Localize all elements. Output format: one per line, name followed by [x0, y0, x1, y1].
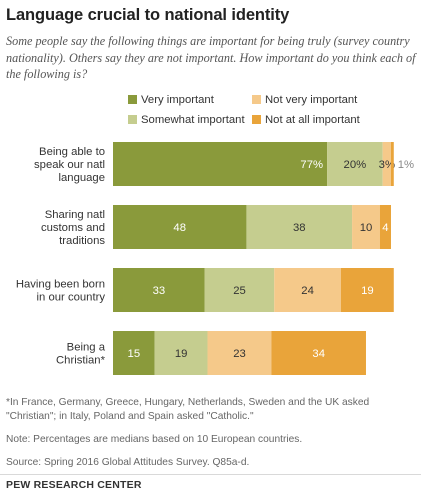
data-label-somewhat-important: 38: [293, 222, 306, 234]
bar-segment-very-important: [113, 331, 155, 375]
bar-segment-very-important: [113, 142, 328, 186]
data-label-very-important: 48: [173, 222, 186, 234]
legend-swatch-somewhat-important: [128, 115, 137, 124]
chart-subtitle: Some people say the following things are…: [6, 34, 416, 81]
brand-label: PEW RESEARCH CENTER: [6, 479, 142, 491]
data-label-very-important: 77%: [300, 159, 323, 171]
legend-label-not-at-all-important: Not at all important: [265, 114, 360, 126]
bar-segment-not-very-important: [382, 142, 391, 186]
legend-swatch-very-important: [128, 95, 137, 104]
bar-segment-not-at-all-important: [340, 268, 394, 312]
legend-item-not-very-important: Not very important: [252, 94, 357, 106]
legend-swatch-not-very-important: [252, 95, 261, 104]
footnote: *In France, Germany, Greece, Hungary, Ne…: [6, 397, 370, 422]
data-label-not-very-important: 10: [360, 222, 373, 234]
bar-segment-somewhat-important: [204, 268, 275, 312]
bar-segment-not-at-all-important: [391, 142, 394, 186]
data-label-somewhat-important: 19: [175, 348, 188, 360]
data-label-not-at-all-important: 4: [382, 222, 388, 234]
legend-item-very-important: Very important: [128, 94, 214, 106]
bar-segment-somewhat-important: [154, 331, 208, 375]
category-label: Being a Christian*: [56, 342, 106, 367]
bar-segment-very-important: [113, 205, 247, 249]
legend-label-somewhat-important: Somewhat important: [141, 114, 245, 126]
category-label: Sharing natl customs and traditions: [41, 209, 105, 247]
bar-segment-not-at-all-important: [271, 331, 366, 375]
stacked-bar-chart: Being able to speak our natl language 77% 20…: [16, 142, 414, 375]
data-label-not-very-important: 24: [301, 285, 314, 297]
legend-item-somewhat-important: Somewhat important: [128, 114, 245, 126]
category-label: Having been born in our country: [16, 279, 106, 304]
bar-segment-not-at-all-important: [379, 205, 391, 249]
bar-segment-very-important: [113, 268, 205, 312]
legend-swatch-not-at-all-important: [252, 115, 261, 124]
data-label-not-at-all-important: 19: [361, 285, 374, 297]
bar-segment-not-very-important: [274, 268, 341, 312]
legend-label-very-important: Very important: [141, 94, 214, 106]
legend: Very important Somewhat important Not ve…: [128, 94, 418, 134]
data-label-not-at-all-important: 34: [312, 348, 325, 360]
data-label-not-at-all-important: 1%: [398, 159, 414, 171]
data-label-very-important: 15: [128, 348, 141, 360]
bar-segment-not-very-important: [207, 331, 272, 375]
bar-segment-not-very-important: [352, 205, 380, 249]
bar-segment-somewhat-important: [246, 205, 353, 249]
source: Source: Spring 2016 Global Attitudes Sur…: [6, 457, 250, 468]
data-label-very-important: 33: [153, 285, 166, 297]
legend-item-not-at-all-important: Not at all important: [252, 114, 360, 126]
legend-label-not-very-important: Not very important: [265, 94, 358, 106]
note: Note: Percentages are medians based on 1…: [6, 434, 303, 445]
data-label-somewhat-important: 20%: [344, 159, 367, 171]
data-label-not-very-important: 23: [233, 348, 246, 360]
data-label-not-very-important: 3%: [379, 159, 395, 171]
divider: [0, 474, 421, 475]
chart-title: Language crucial to national identity: [6, 6, 290, 24]
category-label: Being able to speak our natl language: [34, 146, 105, 184]
bar-segment-somewhat-important: [327, 142, 383, 186]
data-label-somewhat-important: 25: [233, 285, 246, 297]
